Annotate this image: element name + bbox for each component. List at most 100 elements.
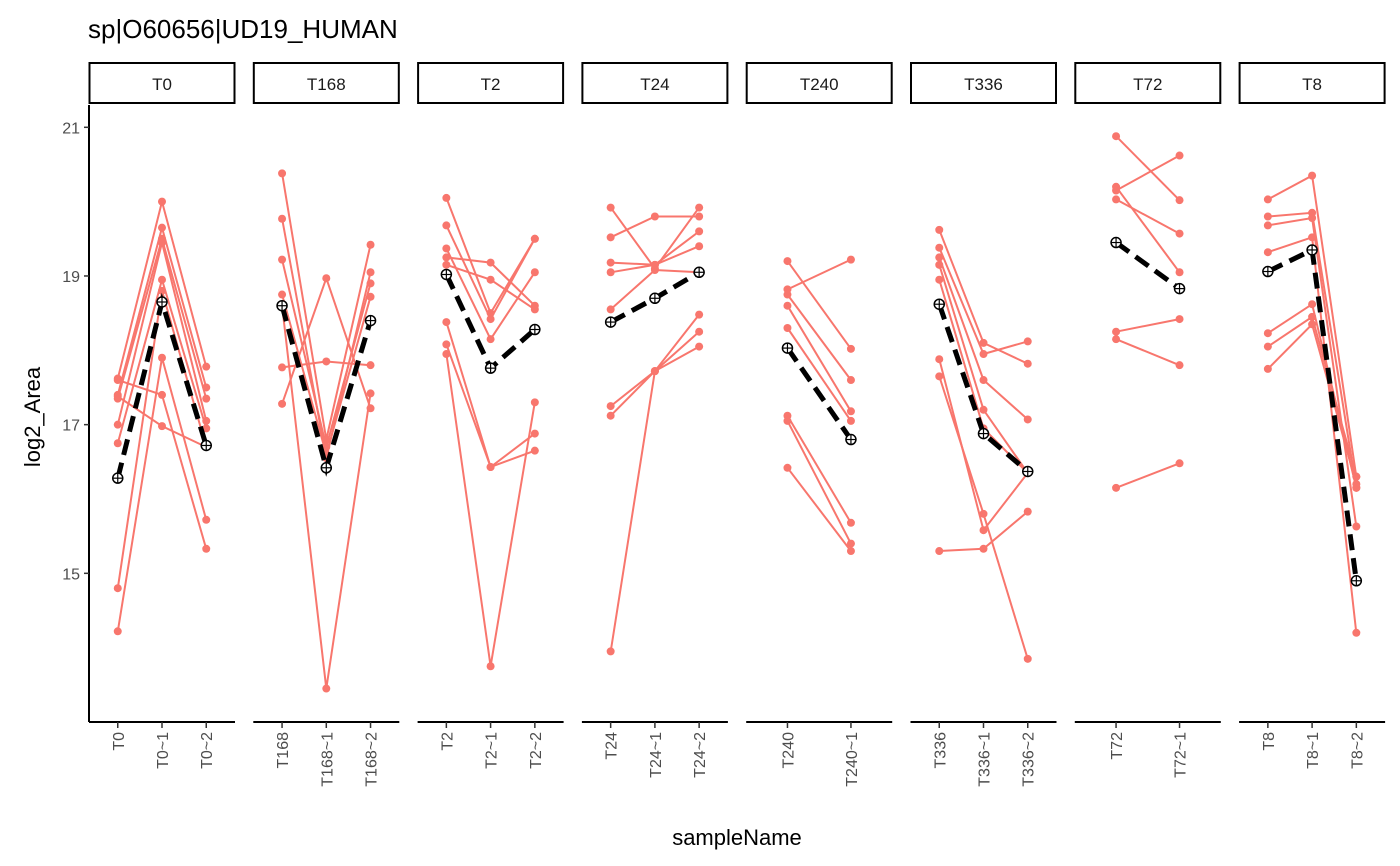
y-tick-label: 19 (62, 269, 80, 286)
series-point (1023, 654, 1032, 663)
series-point (322, 684, 331, 693)
series-point (650, 212, 659, 221)
series-point (1175, 268, 1184, 277)
series-line (786, 260, 852, 350)
series-point (1308, 213, 1317, 222)
series-point (530, 234, 539, 243)
facet-panel-t8: T8 T8 T8~1 T8~2 (1238, 62, 1386, 769)
series-point (606, 258, 615, 267)
mean-point (1021, 465, 1034, 478)
mean-point (649, 292, 661, 305)
series-line (786, 294, 852, 381)
series-point (486, 335, 495, 344)
mean-point (200, 439, 212, 452)
series-point (486, 662, 495, 671)
y-tick-label: 15 (62, 566, 80, 583)
facet-strip (1074, 62, 1222, 104)
facet-strip (88, 62, 236, 104)
facet-strip (910, 62, 1057, 104)
facet-strip-label: T2 (481, 75, 501, 94)
series-point (1352, 522, 1361, 531)
series-point (322, 274, 331, 283)
series-point (1112, 132, 1121, 141)
mean-point (693, 266, 705, 279)
series-point (322, 357, 331, 366)
x-axis-title: sampleName (672, 825, 802, 850)
series-point (935, 547, 944, 556)
series-point (695, 227, 704, 236)
series-point (366, 279, 375, 288)
series-point (158, 286, 166, 295)
facet-strip-label: T240 (800, 75, 839, 94)
series-point (783, 324, 792, 333)
series-point (846, 518, 855, 527)
x-tick-label: T168 (275, 732, 292, 769)
series-point (935, 225, 944, 234)
facet-strip-label: T336 (964, 75, 1003, 94)
mean-point (156, 296, 168, 308)
mean-point (440, 268, 453, 281)
series-line (609, 345, 700, 652)
series-point (846, 255, 855, 264)
series-point (846, 376, 855, 385)
series-point (1023, 507, 1032, 516)
x-tick-label: T24 (604, 732, 621, 760)
series-point (1023, 359, 1032, 368)
series-line (1115, 154, 1180, 192)
series-point (1175, 459, 1184, 468)
series-point (113, 420, 122, 429)
facet-panel-t168: T168 T168 T168~1 T168~2 (252, 62, 400, 787)
series-point (783, 301, 792, 310)
facet-strip (1238, 62, 1386, 104)
mean-line (1114, 240, 1181, 291)
mean-point (364, 314, 377, 327)
facet-strip-label: T72 (1133, 75, 1162, 94)
series-point (366, 240, 375, 249)
series-point (1175, 196, 1184, 205)
series-point (366, 361, 375, 370)
x-tick-label: T24~2 (692, 732, 709, 778)
series-point (650, 367, 659, 376)
series-point (158, 197, 166, 206)
mean-point (320, 462, 333, 474)
series-point (1263, 212, 1272, 221)
series-point (1352, 628, 1361, 637)
series-point (158, 422, 166, 431)
mean-point (933, 298, 946, 310)
series-point (695, 203, 704, 212)
series-point (113, 439, 122, 448)
series-point (158, 275, 166, 284)
mean-point (276, 299, 288, 312)
series-point (606, 203, 615, 212)
series-point (606, 402, 615, 411)
series-point (158, 238, 166, 247)
x-tick-label: T24~1 (648, 732, 665, 778)
series-point (158, 353, 166, 362)
series-point (442, 221, 451, 230)
series-point (1112, 195, 1121, 204)
series-point (530, 446, 539, 455)
facet-strip-label: T168 (307, 75, 346, 94)
series-point (695, 310, 704, 319)
series-point (606, 305, 615, 314)
series-point (979, 526, 988, 535)
series-point (442, 260, 451, 269)
facet-panels: 15 17 19 21 T0 T0 T0~1 T0~2 T168 T168 T168~1 T168~2… (62, 62, 1386, 787)
series-line (281, 173, 372, 440)
series-point (783, 416, 792, 425)
series-point (1263, 364, 1272, 373)
series-point (695, 327, 704, 336)
series-point (1308, 233, 1317, 242)
series-line (786, 327, 852, 422)
series-point (846, 407, 855, 416)
series-point (1175, 361, 1184, 370)
facet-strip-label: T8 (1302, 75, 1322, 94)
series-point (1308, 171, 1317, 180)
series-line (1115, 338, 1180, 367)
series-point (278, 399, 287, 408)
x-tick-label: T72~1 (1173, 732, 1190, 778)
mean-point (112, 472, 124, 484)
series-point (530, 305, 539, 314)
mean-point (529, 323, 541, 336)
y-axis-title: log2_Area (20, 366, 45, 467)
